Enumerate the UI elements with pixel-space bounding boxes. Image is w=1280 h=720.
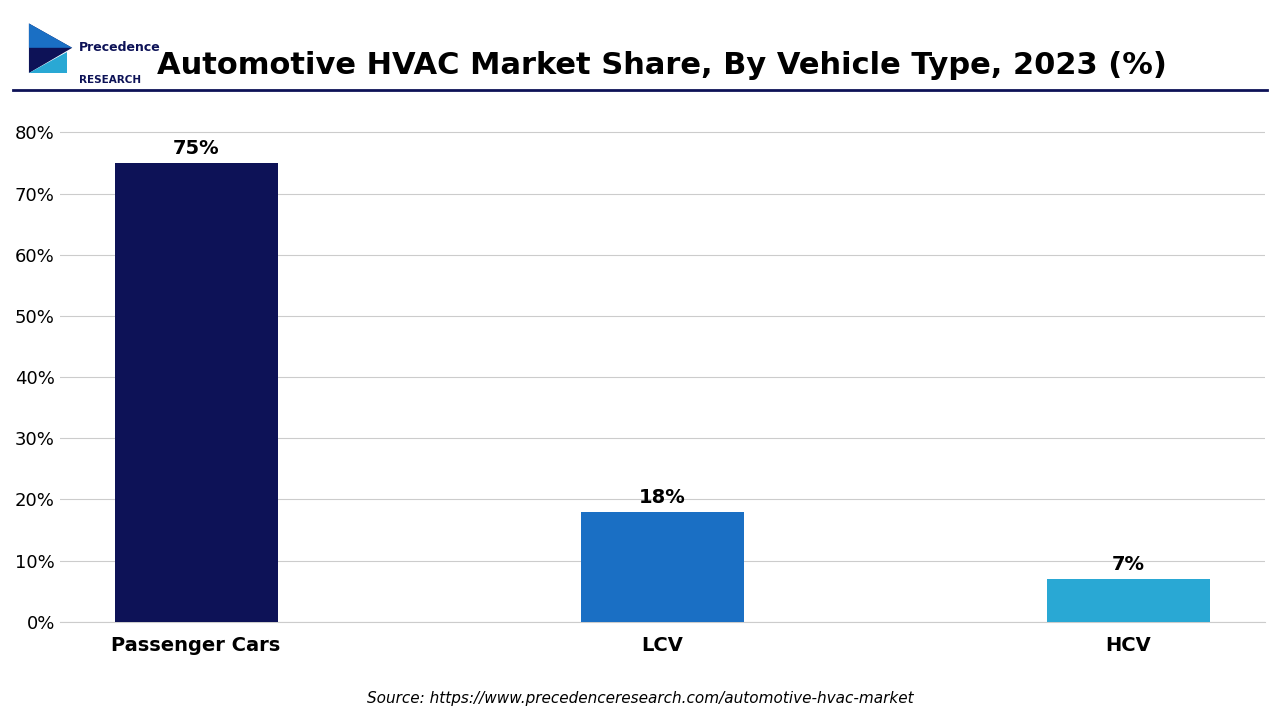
Text: 75%: 75% <box>173 139 219 158</box>
Bar <box>581 512 744 621</box>
Text: RESEARCH: RESEARCH <box>79 75 141 85</box>
Bar <box>114 163 278 621</box>
Text: Source: https://www.precedenceresearch.com/automotive-hvac-market: Source: https://www.precedenceresearch.c… <box>366 690 914 706</box>
Text: Precedence: Precedence <box>79 41 160 54</box>
Polygon shape <box>29 24 72 48</box>
Polygon shape <box>29 52 68 73</box>
Polygon shape <box>29 24 72 73</box>
Title: Automotive HVAC Market Share, By Vehicle Type, 2023 (%): Automotive HVAC Market Share, By Vehicle… <box>157 51 1167 80</box>
Bar <box>1047 579 1210 621</box>
Text: 7%: 7% <box>1112 555 1146 574</box>
Text: 18%: 18% <box>639 487 686 507</box>
